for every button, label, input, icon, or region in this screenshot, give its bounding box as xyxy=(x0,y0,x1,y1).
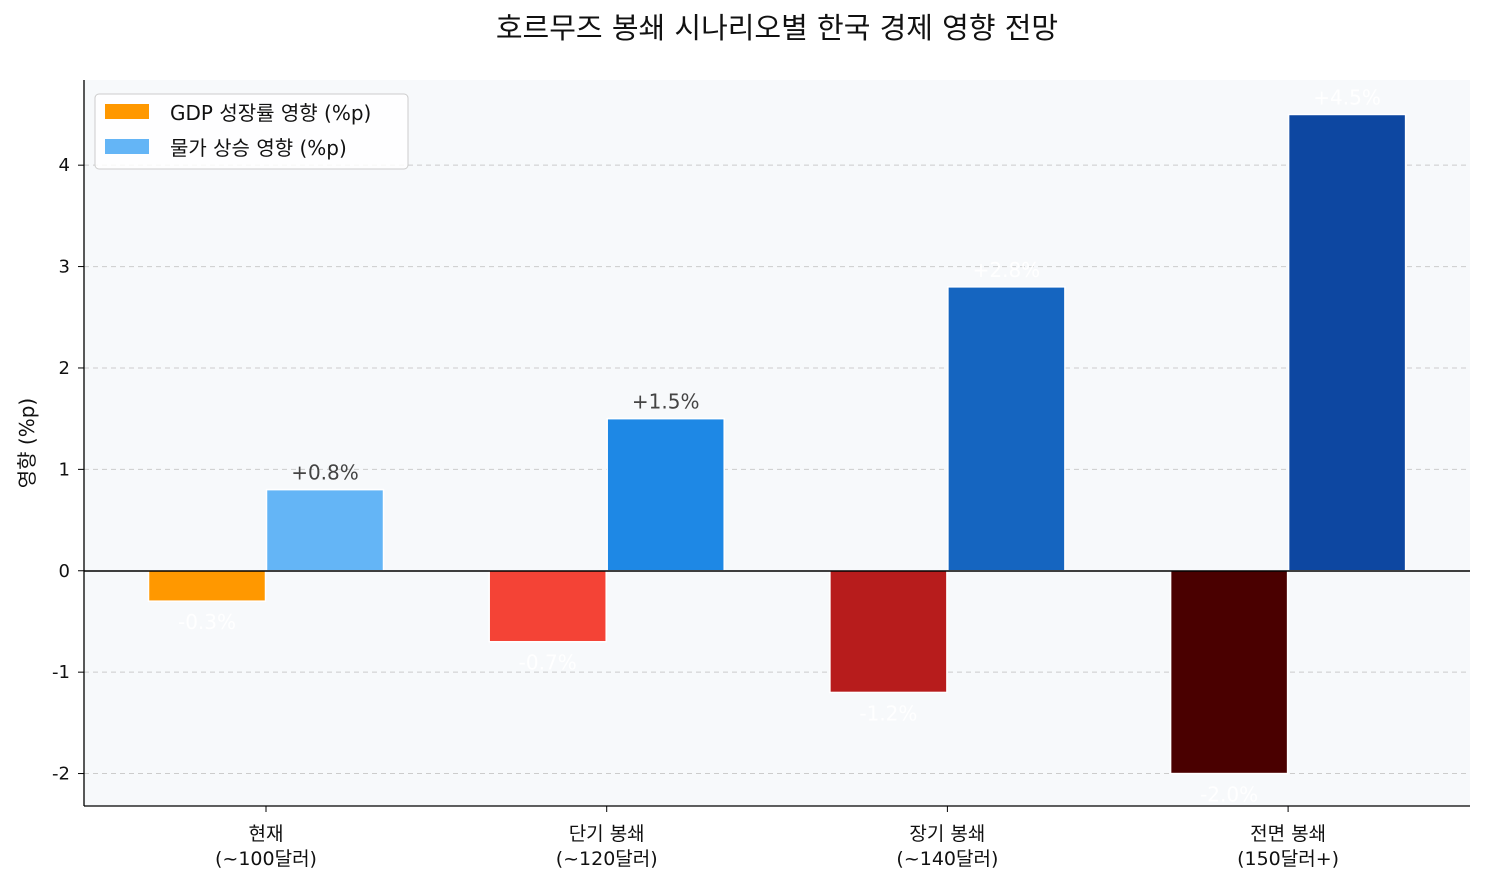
y-tick-label: 3 xyxy=(59,257,70,278)
bar-gdp xyxy=(488,570,607,643)
legend-swatch-gdp xyxy=(105,104,149,119)
y-tick-label: 1 xyxy=(59,459,70,480)
y-tick-label: 0 xyxy=(59,561,70,582)
legend-swatch-inflation xyxy=(105,139,149,154)
y-tick-label: -2 xyxy=(52,764,70,785)
chart-title: 호르무즈 봉쇄 시나리오별 한국 경제 영향 전망 xyxy=(496,11,1058,45)
data-label: -2.0% xyxy=(1200,783,1258,807)
x-tick-label: (150달러+) xyxy=(1237,848,1339,870)
bar-inflation xyxy=(265,488,385,572)
data-label: +4.5% xyxy=(1313,85,1381,109)
x-tick-label: (~140달러) xyxy=(896,848,998,870)
y-axis-label: 영향 (%p) xyxy=(15,398,39,488)
legend-label-gdp: GDP 성장률 영향 (%p) xyxy=(170,101,371,125)
legend-label-inflation: 물가 상승 영향 (%p) xyxy=(170,136,347,160)
data-label: +1.5% xyxy=(632,390,700,414)
y-tick-label: 4 xyxy=(59,155,70,176)
legend: GDP 성장률 영향 (%p) 물가 상승 영향 (%p) xyxy=(94,93,409,170)
x-tick-label: 단기 봉쇄 xyxy=(569,823,645,845)
x-tick-label: 전면 봉쇄 xyxy=(1250,823,1326,845)
data-label: +2.8% xyxy=(973,258,1041,282)
bar-gdp xyxy=(1169,570,1289,775)
data-label: -0.3% xyxy=(178,610,236,634)
x-tick-label: (~120달러) xyxy=(556,848,658,870)
x-tick-label: 현재 xyxy=(249,823,284,845)
bar-gdp xyxy=(829,570,948,694)
data-label: +0.8% xyxy=(291,461,359,485)
bar-inflation xyxy=(606,417,725,572)
x-tick-label: (~100달러) xyxy=(215,848,317,870)
data-label: -0.7% xyxy=(519,651,577,675)
bar-inflation xyxy=(1287,113,1407,572)
bar-inflation xyxy=(947,286,1066,572)
y-tick-label: 2 xyxy=(59,358,70,379)
y-tick-label: -1 xyxy=(52,662,70,683)
x-tick-label: 장기 봉쇄 xyxy=(909,823,985,845)
bar-gdp xyxy=(147,570,267,602)
data-label: -1.2% xyxy=(859,701,917,725)
